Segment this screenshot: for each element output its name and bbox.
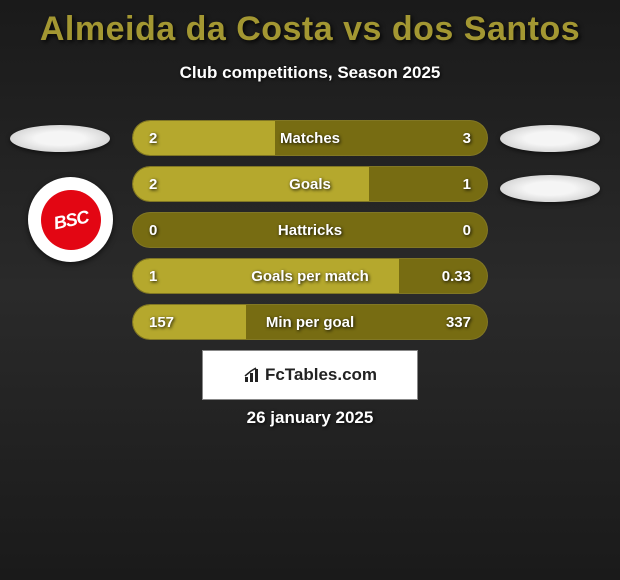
- stat-right-value: 0.33: [442, 259, 471, 293]
- club-logo-inner: BSC: [35, 184, 106, 255]
- stat-label: Goals per match: [133, 259, 487, 293]
- stat-bar: 2Matches3: [132, 120, 488, 156]
- stat-label: Hattricks: [133, 213, 487, 247]
- brand-text: FcTables.com: [265, 365, 377, 385]
- chart-icon: [243, 366, 261, 384]
- subtitle: Club competitions, Season 2025: [0, 63, 620, 83]
- stat-bar: 157Min per goal337: [132, 304, 488, 340]
- player-badge-left: [10, 125, 110, 152]
- stat-bar: 1Goals per match0.33: [132, 258, 488, 294]
- stat-right-value: 3: [463, 121, 471, 155]
- club-logo: BSC: [28, 177, 113, 262]
- stat-label: Min per goal: [133, 305, 487, 339]
- club-logo-text: BSC: [51, 206, 90, 234]
- stat-bars-container: 2Matches32Goals10Hattricks01Goals per ma…: [132, 120, 488, 350]
- stat-bar: 0Hattricks0: [132, 212, 488, 248]
- stat-label: Goals: [133, 167, 487, 201]
- player-badge-right-2: [500, 175, 600, 202]
- stat-right-value: 1: [463, 167, 471, 201]
- player-badge-right-1: [500, 125, 600, 152]
- brand-box: FcTables.com: [202, 350, 418, 400]
- stat-right-value: 337: [446, 305, 471, 339]
- stat-label: Matches: [133, 121, 487, 155]
- date-text: 26 january 2025: [0, 408, 620, 428]
- page-title: Almeida da Costa vs dos Santos: [0, 0, 620, 49]
- stat-bar: 2Goals1: [132, 166, 488, 202]
- stat-right-value: 0: [463, 213, 471, 247]
